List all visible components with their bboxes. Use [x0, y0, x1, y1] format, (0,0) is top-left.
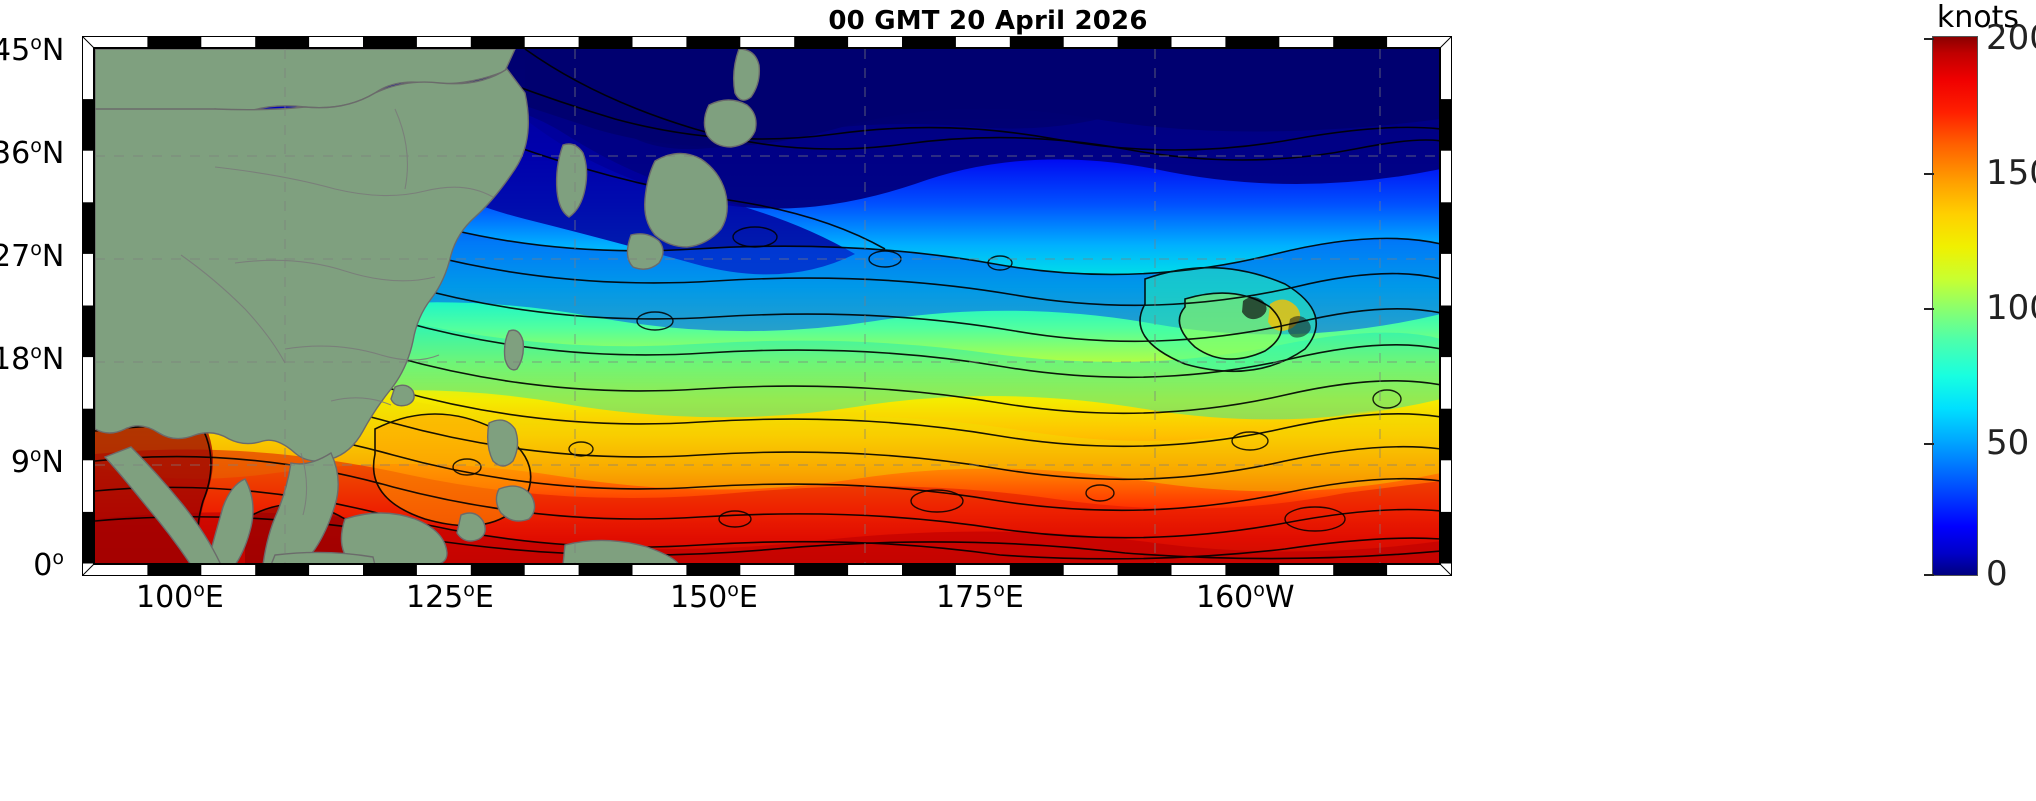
ytick-label-18N: 18oN — [0, 341, 65, 377]
colorbar-tick-0 — [1924, 574, 1934, 576]
colorbar-tick-150 — [1924, 173, 1934, 175]
xtick-label-160W: 160oW — [1196, 579, 1295, 615]
xtick-label-175E: 175oE — [936, 579, 1024, 615]
colorbar-label-50: 50 — [1986, 423, 2030, 463]
page-title: 00 GMT 20 April 2026 — [828, 6, 1148, 36]
colorbar-label-200: 200 — [1986, 18, 2036, 58]
colorbar-tick-50 — [1924, 443, 1934, 445]
ytick-label-45N: 45oN — [0, 32, 65, 68]
map-plot-area[interactable] — [94, 48, 1440, 564]
contour-field — [95, 49, 1439, 563]
colorbar-tick-100 — [1924, 308, 1934, 310]
xtick-label-100E: 100oE — [136, 579, 224, 615]
xtick-label-150E: 150oE — [670, 579, 758, 615]
colorbar-title: knots — [1936, 0, 2020, 35]
colorbar-label-0: 0 — [1986, 554, 2008, 594]
colorbar[interactable]: 200 150 100 50 0 — [1924, 18, 2036, 594]
ytick-label-27N: 27oN — [0, 238, 65, 274]
colorbar-label-150: 150 — [1986, 153, 2036, 193]
xtick-label-125E: 125oE — [406, 579, 494, 615]
ytick-label-0: 0o — [33, 547, 64, 583]
colorbar-tick-200 — [1924, 38, 1934, 40]
ytick-label-36N: 36oN — [0, 135, 65, 171]
map-frame — [82, 36, 1452, 576]
colorbar-gradient — [1932, 36, 1978, 576]
ytick-label-9N: 9oN — [10, 444, 64, 480]
colorbar-label-100: 100 — [1986, 288, 2036, 328]
